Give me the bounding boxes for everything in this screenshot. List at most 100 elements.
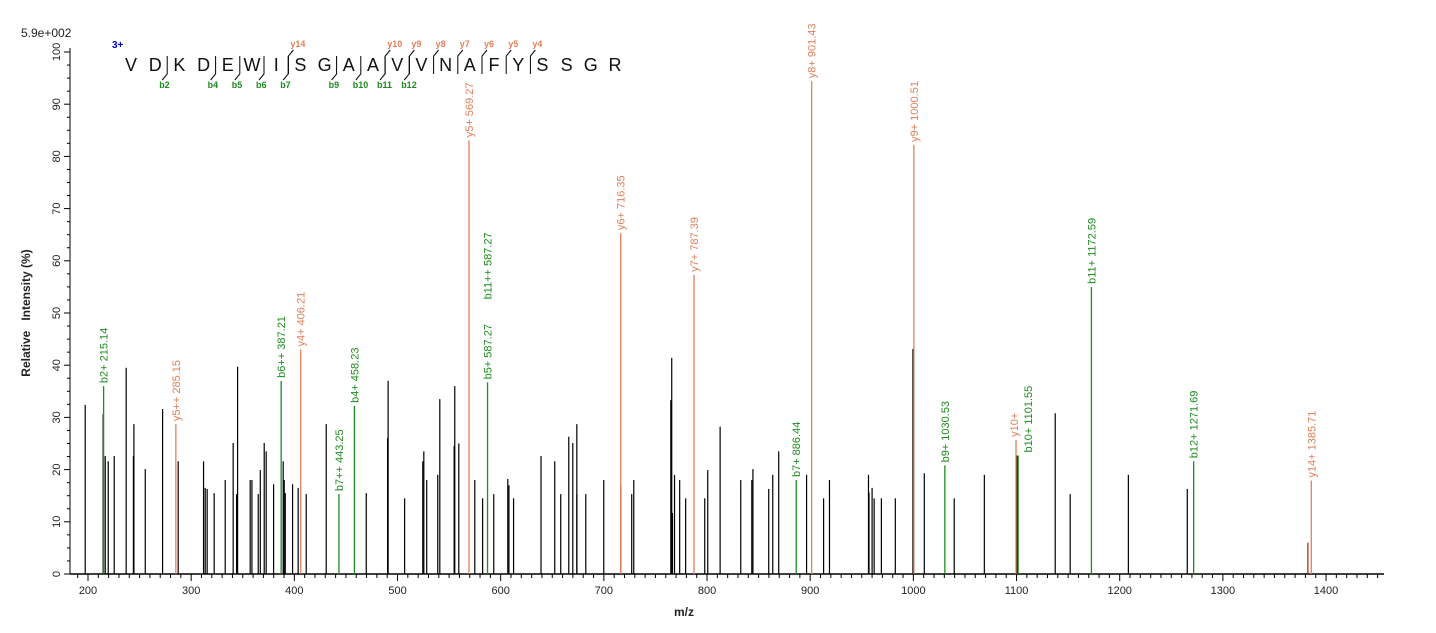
- ion-label: y6+ 716.35: [616, 175, 628, 230]
- b-fragment-label: b9: [329, 80, 340, 90]
- y-tick-label: 40: [51, 359, 63, 371]
- x-tick-label: 1200: [1107, 585, 1131, 597]
- ion-label: y7+ 787.39: [689, 217, 701, 272]
- y-fragment-label: y6: [484, 39, 494, 49]
- b-fragment-label: b10: [353, 80, 369, 90]
- x-tick-label: 300: [182, 585, 200, 597]
- b-fragment-label: b5: [232, 80, 243, 90]
- b-fragment-label: b12: [401, 80, 417, 90]
- y-cleavage-mark: [481, 49, 488, 74]
- residue: R: [609, 55, 622, 75]
- x-tick-label: 1400: [1314, 585, 1338, 597]
- residue: K: [173, 55, 185, 75]
- residue: N: [439, 55, 452, 75]
- x-tick-label: 200: [79, 585, 97, 597]
- b-fragment-label: b4: [208, 80, 219, 90]
- y-tick-label: 50: [51, 307, 63, 319]
- y-fragment-label: y9: [411, 39, 421, 49]
- ion-label: y9+ 1000.51: [909, 81, 921, 142]
- y-tick-label: 30: [51, 411, 63, 423]
- residue: D: [149, 55, 162, 75]
- ion-label: y10+: [1009, 413, 1021, 437]
- ion-label: y14+ 1385.71: [1306, 411, 1318, 478]
- ion-label: b9+ 1030.53: [940, 401, 952, 462]
- y-tick-label: 80: [51, 150, 63, 162]
- x-axis-title: m/z: [674, 605, 694, 619]
- charge-state: 3+: [112, 40, 124, 51]
- ion-label: y8+ 901.43: [807, 23, 819, 78]
- residue: A: [464, 55, 476, 75]
- y-fragment-label: y14: [290, 39, 305, 49]
- x-tick-label: 900: [801, 585, 819, 597]
- y-cleavage-mark: [408, 49, 415, 74]
- x-tick-label: 1100: [1005, 585, 1029, 597]
- ion-label: b7++ 443.25: [334, 429, 346, 491]
- residue: V: [125, 55, 137, 75]
- y-cleavage-mark: [433, 49, 439, 74]
- ion-label: b11++ 587.27: [483, 232, 495, 299]
- ion-label: b2+ 215.14: [99, 328, 111, 383]
- ion-peaks: b2+ 215.14 y5++ 285.15 b6++ 387.21 y4+ 406.…: [99, 23, 1318, 574]
- residue: A: [343, 55, 355, 75]
- y-cleavage-mark: [457, 49, 464, 74]
- x-tick-label: 800: [698, 585, 716, 597]
- b-cleavage-mark: [355, 56, 362, 81]
- residue: W: [244, 55, 261, 75]
- ion-label: b5+ 587.27: [483, 324, 495, 379]
- scale-label: 5.9e+002: [21, 26, 72, 40]
- residue: V: [391, 55, 403, 75]
- x-tick-label: 1000: [901, 585, 925, 597]
- y-fragment-label: y7: [460, 39, 470, 49]
- y-cleavage-mark: [505, 49, 512, 74]
- residue: G: [318, 55, 332, 75]
- ion-label: b11+ 1172.59: [1086, 218, 1098, 284]
- axes: 0 10 20 30 40 50 60 70 80 90 100 200 300 400 500 600 700…: [51, 43, 1384, 597]
- y-fragment-label: y10: [387, 39, 402, 49]
- ion-label: y5++ 285.15: [171, 360, 183, 421]
- residue: D: [197, 55, 210, 75]
- b-cleavage-mark: [234, 56, 241, 81]
- y-cleavage-mark: [529, 49, 536, 74]
- ion-label: b6++ 387.21: [276, 316, 288, 378]
- y-fragment-label: y8: [436, 39, 446, 49]
- residue: G: [584, 55, 598, 75]
- x-tick-label: 500: [388, 585, 406, 597]
- b-fragment-label: b7: [280, 80, 291, 90]
- residue: E: [222, 55, 234, 75]
- y-tick-label: 60: [51, 255, 63, 267]
- residue: F: [489, 55, 500, 75]
- b-fragment-label: b6: [256, 80, 267, 90]
- ion-label: b7+ 886.44: [791, 422, 803, 477]
- residue: A: [367, 55, 379, 75]
- y-tick-label: 10: [51, 516, 63, 528]
- residue: Y: [512, 55, 524, 75]
- residue: I: [274, 55, 279, 75]
- x-tick-label: 400: [285, 585, 303, 597]
- y-fragment-label: y4: [532, 39, 542, 49]
- peaks: [84, 349, 1309, 574]
- ion-label: b12+ 1271.69: [1189, 391, 1201, 459]
- y-tick-label: 20: [51, 463, 63, 475]
- y-tick-label: 70: [51, 202, 63, 214]
- residue: S: [294, 55, 306, 75]
- y-cleavage-mark: [384, 49, 391, 74]
- x-tick-label: 600: [492, 585, 510, 597]
- y-cleavage-mark: [287, 49, 294, 74]
- b-cleavage-mark: [403, 56, 410, 81]
- ion-label: b4+ 458.23: [349, 348, 361, 403]
- y-tick-label: 0: [51, 571, 63, 577]
- residue: V: [415, 55, 427, 75]
- b-cleavage-mark: [379, 56, 386, 81]
- residue: S: [561, 55, 573, 75]
- y-tick-label: 100: [51, 43, 63, 61]
- b-cleavage-mark: [210, 56, 217, 81]
- b-cleavage-mark: [282, 56, 289, 81]
- y-fragment-label: y5: [508, 39, 518, 49]
- b-cleavage-mark: [258, 56, 265, 81]
- b-fragment-label: b11: [377, 80, 392, 90]
- b-cleavage-mark: [331, 56, 338, 81]
- y-tick-label: 90: [51, 98, 63, 110]
- ion-label: y4+ 406.21: [296, 292, 308, 347]
- ion-label: y5+ 569.27: [464, 82, 476, 137]
